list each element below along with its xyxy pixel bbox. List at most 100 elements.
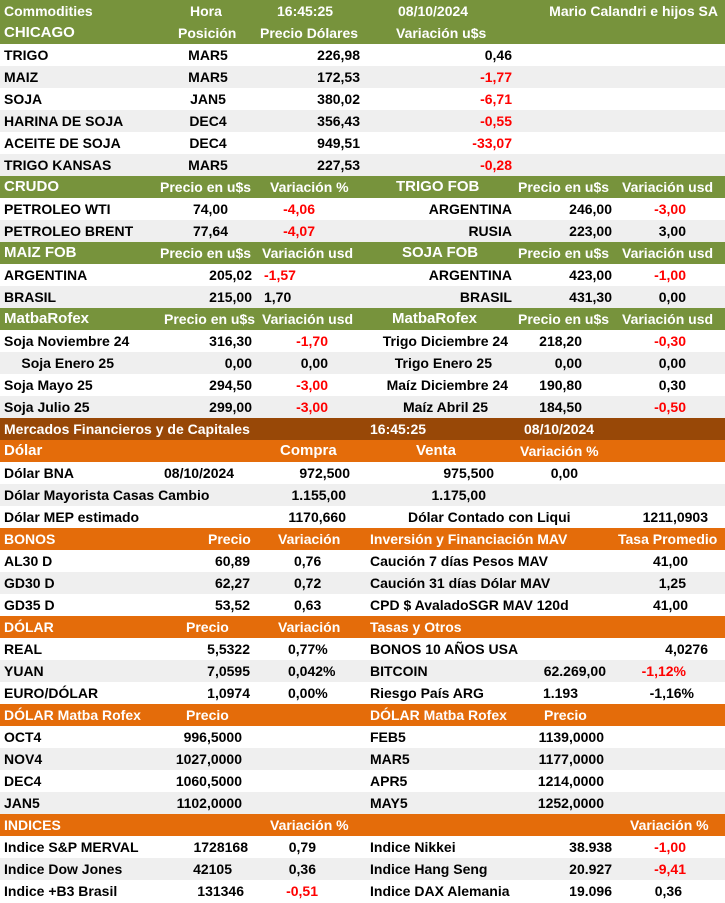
commodity-price: 380,02 (317, 91, 360, 107)
trigo-fob-price: 223,00 (569, 223, 612, 239)
trigo-fob-col-precio: Precio en u$s (518, 179, 610, 195)
bonos-row: GD35 D 53,52 0,63 CPD $ AvaladoSGR MAV 1… (0, 594, 725, 616)
soja-fob-price: 431,30 (569, 289, 612, 305)
commodity-position: DEC4 (189, 113, 227, 129)
mav-title: Inversión y Financiación MAV (370, 531, 568, 547)
maiz-soja-fob-row: BRASIL 215,00 1,70 BRASIL 431,30 0,00 (0, 286, 725, 308)
fx-variation: 0,00% (288, 685, 328, 701)
soja-fob-name: BRASIL (459, 289, 512, 305)
report-title: Commodities (4, 3, 93, 19)
futuro-name-right: MAR5 (370, 751, 410, 767)
crudo-trigo-fob-row: PETROLEO BRENT 77,64 -4,07 RUSIA 223,00 … (0, 220, 725, 242)
commodity-name: HARINA DE SOJA (4, 113, 124, 129)
matba-left-variation: 0,00 (300, 355, 328, 371)
futuro-name: OCT4 (4, 729, 42, 745)
mav-name: CPD $ AvaladoSGR MAV 120d (370, 597, 569, 613)
dolar-fx-row: EURO/DÓLAR 1,0974 0,00% Riesgo País ARG … (0, 682, 725, 704)
mercados-title: Mercados Financieros y de Capitales (4, 421, 250, 437)
futuro-name-right: FEB5 (370, 729, 406, 745)
commodity-price: 172,53 (317, 69, 360, 85)
matba-left-name: Soja Julio 25 (4, 399, 90, 415)
index-name-right: Indice Hang Seng (370, 861, 488, 877)
commodity-name: SOJA (4, 91, 43, 107)
soja-fob-variation: -1,00 (654, 267, 686, 283)
commodity-name: MAIZ (4, 69, 39, 85)
chicago-row: MAIZ MAR5 172,53 -1,77 (0, 66, 725, 88)
crudo-price: 77,64 (192, 223, 228, 239)
commodity-price: 949,51 (317, 135, 360, 151)
soja-fob-price: 423,00 (569, 267, 612, 283)
bono-price: 60,89 (214, 553, 250, 569)
matba-left-variation: -1,70 (296, 333, 328, 349)
mav-name: Caución 31 días Dólar MAV (370, 575, 551, 591)
bono-variation: 0,76 (294, 553, 322, 569)
dolar-matba-col-precio-right: Precio (544, 707, 587, 723)
matba-left-variation: -3,00 (296, 399, 328, 415)
commodity-variation: -33,07 (472, 135, 512, 151)
dolar-fx-title: DÓLAR (4, 619, 54, 635)
matba-left-price: 299,00 (209, 399, 252, 415)
futuro-price-right: 1139,0000 (538, 729, 604, 745)
commodity-variation: 0,46 (484, 47, 512, 63)
dolar-fx-col-precio: Precio (186, 619, 229, 635)
crudo-col-variacion: Variación % (270, 179, 349, 195)
matbarofex-header-row: MatbaRofex Precio en u$s Variación usd M… (0, 308, 725, 330)
maiz-fob-price: 205,02 (209, 267, 252, 283)
dolar-fx-header-row: DÓLAR Precio Variación Tasas y Otros (0, 616, 725, 638)
index-variation-right: -9,41 (654, 861, 686, 877)
chicago-title: CHICAGO (4, 24, 75, 41)
fx-variation: 0,77% (288, 641, 328, 657)
maiz-soja-fob-header-row: MAIZ FOB Precio en u$s Variación usd SOJ… (0, 242, 725, 264)
maiz-fob-variation: 1,70 (264, 289, 292, 305)
crudo-price: 74,00 (192, 201, 228, 217)
maiz-fob-col-variacion: Variación usd (262, 245, 354, 261)
index-variation: 0,79 (288, 839, 316, 855)
chicago-row: HARINA DE SOJA DEC4 356,43 -0,55 (0, 110, 725, 132)
bono-price: 53,52 (214, 597, 250, 613)
tasa-name: BONOS 10 AÑOS USA (370, 641, 519, 657)
dolar-matba-row: JAN5 1102,0000 MAY5 1252,0000 (0, 792, 725, 814)
maiz-fob-col-precio: Precio en u$s (160, 245, 252, 261)
tasa-variation: -1,16% (649, 685, 694, 701)
trigo-fob-title: TRIGO FOB (396, 178, 480, 195)
commodity-price: 227,53 (317, 157, 360, 173)
fx-price: 5,5322 (207, 641, 250, 657)
dolar-bna-row: Dólar BNA 08/10/2024 972,500 975,500 0,0… (0, 462, 725, 484)
commodity-price: 356,43 (317, 113, 360, 129)
dolar-matba-row: DEC4 1060,5000 APR5 1214,0000 (0, 770, 725, 792)
tasa-value: 62.269,00 (543, 663, 606, 679)
maiz-soja-fob-row: ARGENTINA 205,02 -1,57 ARGENTINA 423,00 … (0, 264, 725, 286)
matba-right-variation: 0,00 (658, 355, 686, 371)
bonos-col-precio: Precio (208, 531, 251, 547)
matba-left-title: MatbaRofex (4, 310, 90, 327)
trigo-fob-price: 246,00 (569, 201, 612, 217)
matba-right-price: 184,50 (539, 399, 582, 415)
soja-fob-col-precio: Precio en u$s (518, 245, 610, 261)
fx-price: 7,0595 (207, 663, 250, 679)
dolar-col-venta: Venta (416, 442, 457, 459)
crudo-trigo-fob-header-row: CRUDO Precio en u$s Variación % TRIGO FO… (0, 176, 725, 198)
maiz-fob-title: MAIZ FOB (4, 244, 77, 261)
dolar-bna-variation: 0,00 (550, 465, 578, 481)
dolar-mayorista-row: Dólar Mayorista Casas Cambio 1.155,00 1.… (0, 484, 725, 506)
dolar-mep-value: 1170,660 (288, 509, 346, 525)
crudo-col-precio: Precio en u$s (160, 179, 252, 195)
matba-left-col-variacion: Variación usd (262, 311, 354, 327)
soja-fob-name: ARGENTINA (428, 267, 512, 283)
index-variation: 0,36 (288, 861, 316, 877)
dolar-bna-compra: 972,500 (299, 465, 350, 481)
dolar-mayorista-compra: 1.155,00 (291, 487, 347, 503)
chicago-row: TRIGO KANSAS MAR5 227,53 -0,28 (0, 154, 725, 176)
top-header-row: Commodities Hora 16:45:25 08/10/2024 Mar… (0, 0, 725, 22)
dolar-ccl-value: 1211,0903 (642, 509, 708, 525)
tasa-variation: 4,0276 (665, 641, 708, 657)
commodity-name: TRIGO KANSAS (4, 157, 112, 173)
dolar-matba-row: OCT4 996,5000 FEB5 1139,0000 (0, 726, 725, 748)
indices-row: Indice +B3 Brasil 131346 -0,51 Indice DA… (0, 880, 725, 903)
futuro-price-right: 1252,0000 (537, 795, 604, 811)
bono-name: GD35 D (4, 597, 55, 613)
dolar-mayorista-venta: 1.175,00 (431, 487, 487, 503)
matba-left-name: Soja Noviembre 24 (4, 333, 130, 349)
trigo-fob-name: ARGENTINA (428, 201, 512, 217)
